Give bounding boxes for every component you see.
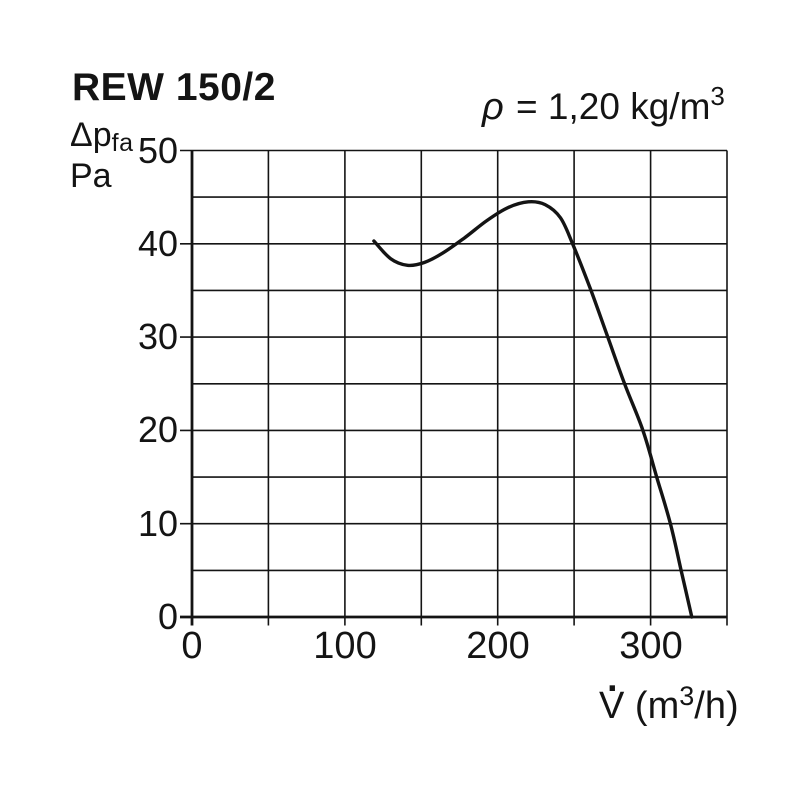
density-value: = 1,20 kg/m — [505, 86, 711, 127]
density-exponent: 3 — [710, 81, 725, 112]
y-tick-label: 10 — [137, 503, 178, 544]
x-tick-label: 300 — [619, 625, 683, 667]
y-tick-label: 20 — [137, 409, 178, 450]
y-axis-quantity-subscript: fa — [111, 128, 134, 157]
y-axis-unit-label: Δpfa Pa — [70, 116, 133, 195]
density-annotation: ρ = 1,20 kg/m3 — [482, 81, 725, 131]
x-axis-unit-label: V · (m3/h) — [599, 668, 739, 731]
x-tick-label: 200 — [466, 625, 530, 667]
flow-dot: · — [607, 668, 620, 710]
y-axis-quantity: Δpfa — [70, 116, 134, 157]
y-axis-unit: Pa — [70, 157, 112, 195]
y-tick-label: 0 — [157, 596, 178, 637]
y-tick-label: 30 — [137, 316, 178, 357]
y-tick-label: 50 — [137, 130, 178, 171]
flow-symbol: V · — [599, 668, 625, 727]
page-title: REW 150/2 — [72, 66, 276, 109]
y-tick-label: 40 — [137, 223, 178, 264]
flow-unit-exponent: 3 — [679, 680, 695, 711]
flow-unit-open: (m — [624, 685, 680, 727]
x-tick-label: 100 — [313, 625, 377, 667]
fan-curve — [372, 199, 694, 619]
rho-symbol: ρ — [482, 86, 504, 128]
x-tick-label: 0 — [181, 625, 203, 667]
flow-unit-close: /h) — [694, 685, 739, 727]
